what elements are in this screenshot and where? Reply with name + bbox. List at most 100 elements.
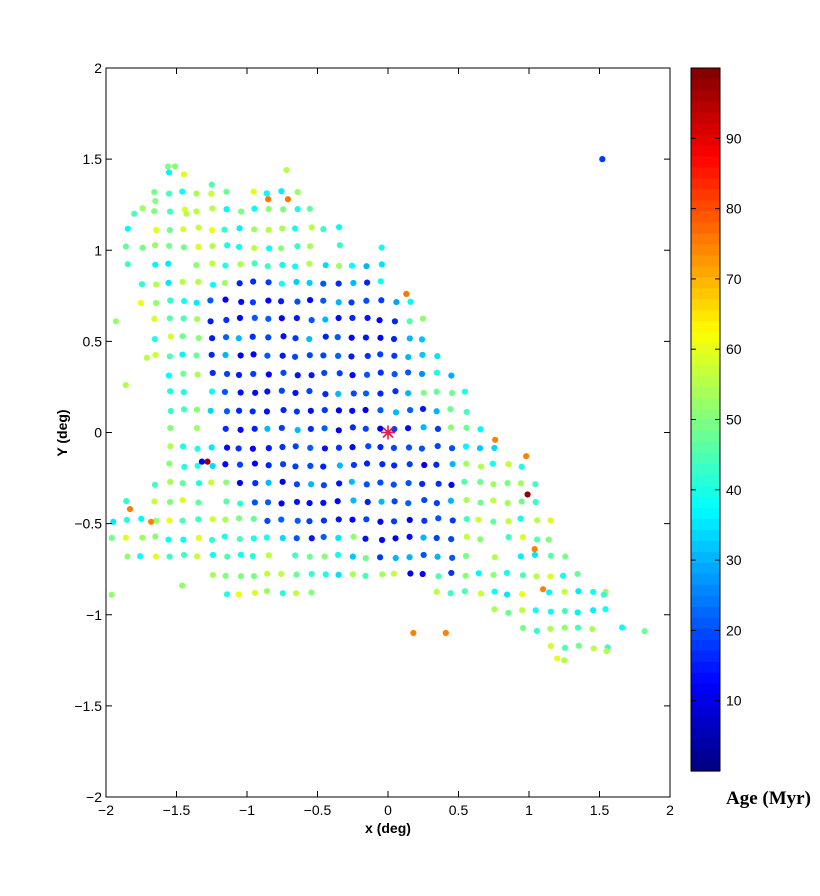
- data-point: [518, 463, 525, 470]
- data-point: [334, 334, 341, 341]
- data-point: [153, 281, 160, 288]
- data-point: [461, 588, 468, 595]
- data-point: [221, 533, 228, 540]
- data-point: [336, 242, 343, 249]
- colorbar-segment: [691, 683, 720, 695]
- data-point: [138, 281, 146, 288]
- colorbar-segment: [691, 430, 720, 443]
- data-point: [306, 296, 314, 304]
- data-point: [224, 553, 231, 560]
- data-point: [433, 388, 440, 395]
- data-point: [377, 369, 384, 376]
- data-point: [490, 571, 497, 579]
- y-tick-label: −1: [86, 607, 102, 623]
- data-point: [235, 515, 243, 522]
- data-point: [362, 390, 370, 397]
- data-point: [278, 280, 285, 287]
- data-point: [222, 262, 229, 269]
- data-point: [166, 517, 173, 524]
- data-point: [249, 408, 256, 415]
- colorbar-segment: [691, 100, 720, 113]
- data-point: [533, 627, 540, 635]
- colorbar-segment: [691, 749, 720, 761]
- data-point: [477, 463, 485, 470]
- data-point: [249, 333, 256, 340]
- data-point: [462, 443, 470, 450]
- data-point: [534, 536, 541, 543]
- data-point: [279, 534, 286, 542]
- data-point: [320, 352, 327, 359]
- data-point: [463, 408, 470, 416]
- data-point: [209, 260, 216, 267]
- data-point: [250, 535, 257, 542]
- data-point: [503, 569, 511, 577]
- data-point: [533, 573, 540, 580]
- data-point: [306, 352, 313, 359]
- colorbar-segment: [691, 540, 720, 552]
- data-point: [524, 491, 531, 498]
- data-point: [334, 498, 341, 505]
- data-point: [335, 280, 342, 287]
- colorbar-segment: [691, 199, 720, 212]
- data-point: [363, 263, 370, 270]
- data-point: [475, 570, 482, 577]
- data-point: [348, 299, 355, 306]
- data-point: [151, 481, 159, 488]
- data-point: [390, 444, 398, 452]
- data-point: [376, 554, 384, 561]
- colorbar-segment: [691, 188, 720, 201]
- data-point: [195, 534, 202, 541]
- data-point: [223, 408, 231, 415]
- data-point: [277, 245, 285, 252]
- data-point: [209, 516, 216, 523]
- data-point: [139, 534, 146, 541]
- data-point: [151, 242, 159, 249]
- data-point: [122, 382, 129, 389]
- data-point: [363, 297, 370, 304]
- data-point: [447, 424, 455, 431]
- colorbar-segment: [691, 419, 720, 432]
- data-point: [193, 424, 200, 432]
- data-point: [362, 572, 369, 579]
- data-point: [575, 642, 582, 649]
- data-point: [279, 443, 286, 451]
- x-tick-label: −0.5: [304, 802, 332, 818]
- data-point: [378, 261, 385, 268]
- data-point: [364, 498, 371, 506]
- data-point: [321, 425, 328, 432]
- data-point: [490, 497, 497, 504]
- data-point: [449, 461, 456, 468]
- data-point: [122, 243, 129, 250]
- data-point: [547, 625, 554, 632]
- data-point: [193, 208, 200, 215]
- data-point: [251, 460, 259, 467]
- colorbar-segment: [691, 606, 720, 618]
- data-point: [236, 479, 244, 487]
- data-point: [235, 243, 243, 251]
- data-point: [265, 279, 272, 286]
- data-point: [320, 280, 327, 287]
- data-point: [279, 461, 287, 468]
- data-point: [335, 444, 343, 451]
- data-point: [235, 445, 242, 452]
- colorbar-segment: [691, 166, 720, 179]
- data-point: [208, 335, 216, 342]
- data-point: [208, 190, 215, 197]
- data-point: [406, 335, 413, 342]
- data-point: [265, 226, 272, 233]
- data-point: [435, 480, 442, 487]
- data-point: [167, 297, 174, 304]
- data-point: [322, 391, 329, 398]
- data-point: [280, 406, 287, 414]
- data-point: [222, 296, 229, 303]
- data-point: [195, 499, 202, 506]
- data-point: [152, 533, 159, 540]
- data-point: [208, 388, 216, 395]
- data-point: [238, 208, 245, 215]
- colorbar-segment: [691, 738, 720, 750]
- data-point: [348, 262, 355, 269]
- data-point: [390, 481, 397, 488]
- data-point: [293, 481, 301, 488]
- data-point: [406, 461, 413, 468]
- colorbar-segment: [691, 265, 720, 278]
